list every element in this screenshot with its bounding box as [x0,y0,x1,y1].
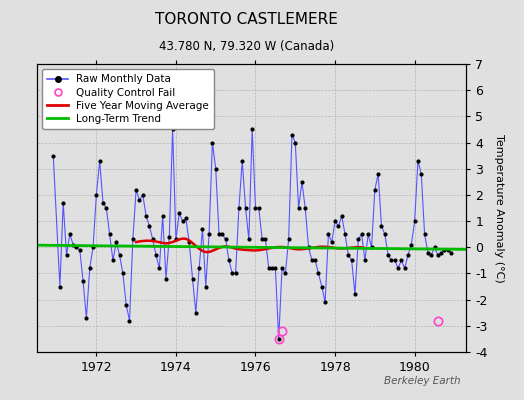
Text: Berkeley Earth: Berkeley Earth [385,376,461,386]
Text: TORONTO CASTLEMERE: TORONTO CASTLEMERE [155,12,337,27]
Y-axis label: Temperature Anomaly (°C): Temperature Anomaly (°C) [495,134,505,282]
Text: 43.780 N, 79.320 W (Canada): 43.780 N, 79.320 W (Canada) [159,40,334,53]
Legend: Raw Monthly Data, Quality Control Fail, Five Year Moving Average, Long-Term Tren: Raw Monthly Data, Quality Control Fail, … [42,69,214,129]
